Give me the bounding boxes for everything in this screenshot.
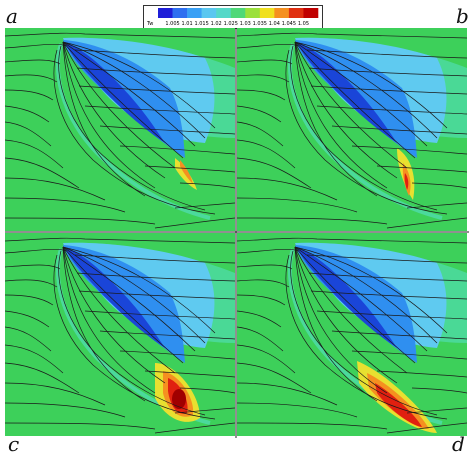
colorbar-tick-label: 1.045 (282, 21, 296, 27)
colorbar-tick-labels: 1.005 1.01 1.015 1.02 1.025 1.03 1.035 1.04 1.04… (165, 21, 309, 27)
dark-red-core (172, 389, 186, 409)
colorbar-legend: Tw 1.005 1.01 1.015 1.02 1.025 1.03 1.035 1.04 1… (143, 5, 323, 29)
deep-blue-core (297, 247, 397, 348)
colorbar-tick-label: 1.01 (182, 21, 193, 27)
colorbar-swatches (158, 8, 319, 18)
colorbar-tick-label: 1.05 (298, 21, 309, 27)
colorbar-tick-label: 1.035 (253, 21, 267, 27)
flow-figure (5, 28, 469, 438)
colorbar-swatch (187, 8, 202, 18)
colorbar-swatch (259, 8, 275, 18)
colorbar-tick-label: 1.025 (224, 21, 238, 27)
colorbar-swatch (230, 8, 246, 18)
colorbar-swatch (172, 8, 188, 18)
colorbar-swatch (245, 8, 261, 18)
deep-blue-core (65, 247, 165, 348)
legend-variable-label: Tw (146, 21, 153, 27)
colorbar-swatch (303, 8, 319, 18)
red-region (375, 383, 422, 427)
red-spot (404, 173, 409, 190)
colorbar-tick-label: 1.015 (194, 21, 208, 27)
panel-letter-a: a (6, 4, 18, 28)
colorbar-tick-label: 1.03 (240, 21, 251, 27)
panel-letter-b: b (456, 4, 469, 28)
panel-b (237, 28, 467, 231)
colorbar-tick-label: 1.04 (269, 21, 280, 27)
colorbar-swatch (274, 8, 290, 18)
deep-blue-core (297, 42, 397, 143)
panel-letter-d: d (452, 432, 465, 456)
panel-c (5, 233, 235, 436)
deep-blue-core (65, 42, 165, 143)
colorbar-tick-label: 1.02 (211, 21, 222, 27)
colorbar-swatch (216, 8, 232, 18)
colorbar-swatch (288, 8, 304, 18)
colorbar-swatch (158, 8, 173, 18)
colorbar-svg: Tw 1.005 1.01 1.015 1.02 1.025 1.03 1.035 1.04 1… (146, 8, 319, 27)
panel-a (5, 28, 235, 231)
orange-spot (180, 160, 193, 184)
colorbar-swatch (201, 8, 217, 18)
panel-letter-c: c (8, 432, 20, 456)
colorbar-tick-label: 1.005 (165, 21, 179, 27)
panel-d (237, 233, 467, 436)
